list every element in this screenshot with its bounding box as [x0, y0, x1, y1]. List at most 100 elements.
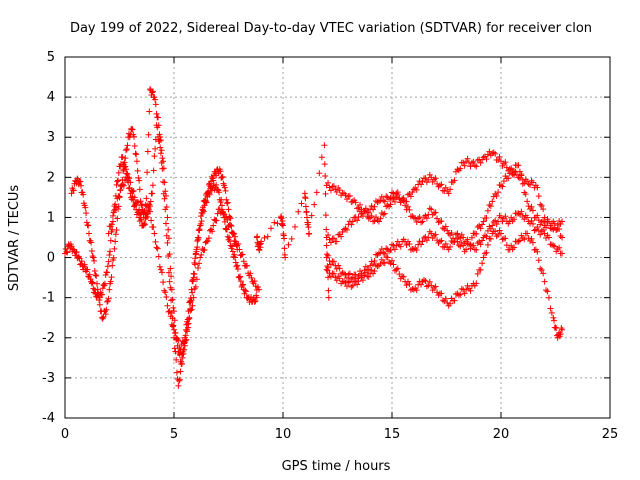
data-point [177, 368, 184, 375]
data-point [371, 203, 378, 210]
series-track-h [253, 142, 332, 301]
data-point [394, 265, 401, 272]
data-point [124, 142, 131, 149]
data-point [169, 296, 176, 303]
data-point [165, 269, 172, 276]
data-point [489, 150, 496, 157]
data-point [123, 147, 130, 154]
data-point [471, 162, 478, 169]
data-point [434, 215, 441, 222]
data-point [447, 243, 454, 250]
data-point [343, 196, 350, 203]
data-point [460, 159, 467, 166]
data-point [89, 253, 96, 260]
data-point [180, 350, 187, 357]
data-point [221, 184, 228, 191]
data-point [487, 235, 494, 242]
data-point [94, 286, 101, 293]
data-point [141, 207, 148, 214]
data-point [387, 260, 394, 267]
data-point [557, 220, 564, 227]
data-point [474, 240, 481, 247]
data-point [556, 329, 563, 336]
data-point [445, 230, 452, 237]
data-point [496, 153, 503, 160]
data-point [129, 126, 136, 133]
data-point [410, 214, 417, 221]
data-point [375, 262, 382, 269]
data-point [144, 148, 151, 155]
data-point [354, 205, 361, 212]
data-point [303, 208, 310, 215]
data-point [351, 214, 358, 221]
data-point [361, 272, 368, 279]
data-point [431, 232, 438, 239]
data-point [444, 227, 451, 234]
data-point [355, 214, 362, 221]
data-point [381, 250, 388, 257]
data-point [170, 304, 177, 311]
data-point [83, 210, 90, 217]
data-point [149, 89, 156, 96]
data-point [551, 243, 558, 250]
data-point [511, 244, 518, 251]
data-point [129, 188, 136, 195]
data-point [413, 186, 420, 193]
data-point [70, 187, 77, 194]
data-point [534, 184, 541, 191]
data-point [426, 278, 433, 285]
data-point [534, 223, 541, 230]
data-point [397, 243, 404, 250]
data-point [473, 163, 480, 170]
data-point [467, 245, 474, 252]
y-tick-label: -3 [42, 371, 55, 386]
data-point [511, 168, 518, 175]
data-point [387, 194, 394, 201]
data-point [484, 241, 491, 248]
data-point [181, 334, 188, 341]
data-point [207, 183, 214, 190]
data-point [179, 354, 186, 361]
data-point [116, 193, 123, 200]
data-point [349, 218, 356, 225]
data-point [553, 324, 560, 331]
data-point [543, 287, 550, 294]
data-point [557, 331, 564, 338]
data-point [151, 230, 158, 237]
data-point [192, 255, 199, 262]
data-point [390, 261, 397, 268]
data-point [480, 254, 487, 261]
data-point [543, 224, 550, 231]
data-point [455, 167, 462, 174]
data-point [492, 150, 499, 157]
data-point [190, 294, 197, 301]
data-point [464, 236, 471, 243]
data-point [503, 242, 510, 249]
data-point [313, 189, 320, 196]
data-point [242, 288, 249, 295]
data-point [157, 150, 164, 157]
data-point [480, 218, 487, 225]
data-point [550, 242, 557, 249]
data-point [321, 161, 328, 168]
data-point [474, 157, 481, 164]
data-point [316, 170, 323, 177]
data-point [175, 382, 182, 389]
data-point [152, 145, 159, 152]
data-point [498, 182, 504, 189]
data-point [220, 208, 227, 215]
data-point [351, 278, 358, 285]
data-point [537, 201, 544, 208]
data-point [389, 257, 395, 264]
series-track-g [323, 227, 566, 341]
data-point [348, 283, 355, 290]
data-point [160, 165, 167, 172]
data-point [326, 184, 333, 191]
data-point [559, 326, 566, 333]
data-point [140, 210, 147, 217]
data-point [335, 262, 342, 269]
data-point [327, 273, 334, 280]
data-point [214, 186, 221, 193]
data-point [288, 235, 295, 242]
data-point [336, 275, 343, 282]
